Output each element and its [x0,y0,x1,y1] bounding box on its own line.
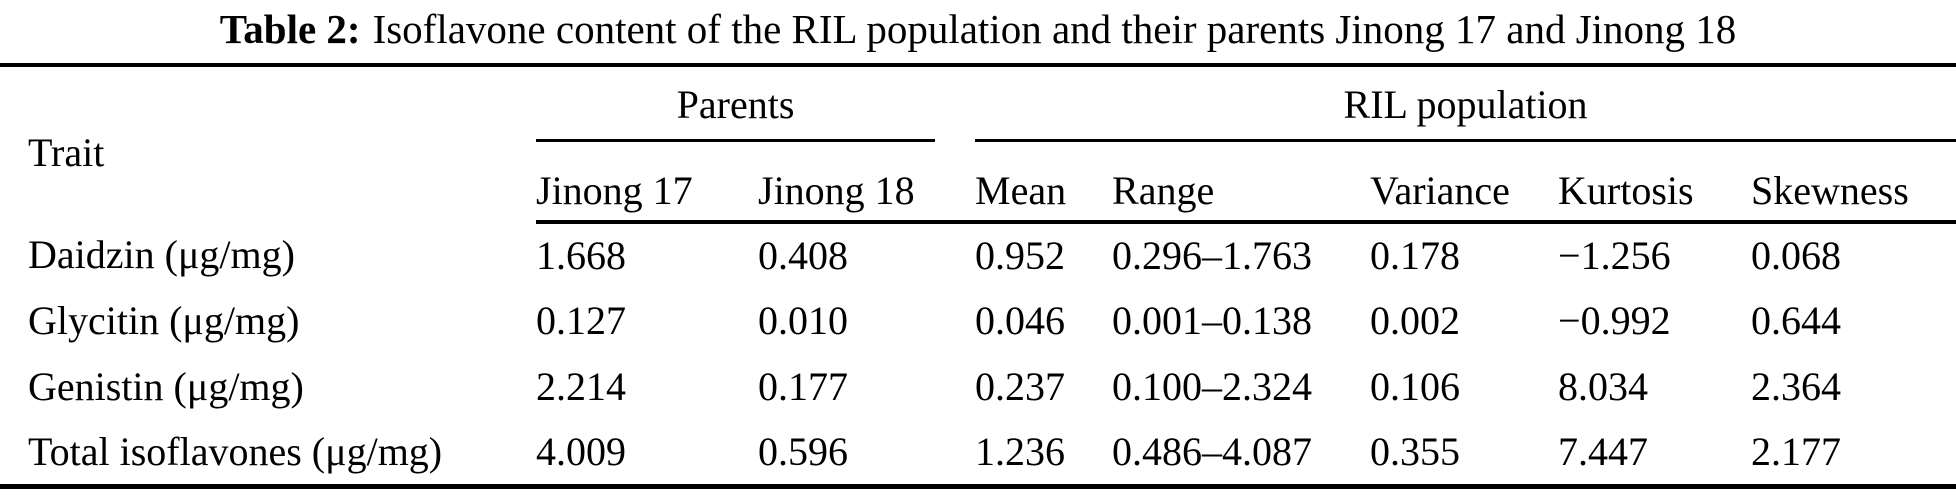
value-cell: 8.034 [1558,364,1649,409]
value-cell: 0.010 [758,298,848,343]
column-header-row: Jinong 17 Jinong 18 Mean Range Variance … [0,142,1956,224]
table-row-total-isoflavones: Total isoflavones (μg/mg) 4.009 0.596 1.… [0,420,1956,489]
parents-spanner-rule [536,139,936,142]
table-caption-label: Table 2: [219,6,361,52]
value-cell: 0.001–0.138 [1112,298,1313,343]
value-cell: −1.256 [1558,233,1671,278]
table-row-daidzin: Daidzin (μg/mg) 1.668 0.408 0.952 0.296–… [0,222,1956,288]
trait-cell: Glycitin (μg/mg) [28,298,300,343]
column-header-trait: Trait [0,63,536,222]
column-header-range: Range [1112,142,1371,224]
value-cell: 7.447 [1558,420,1752,489]
table-row-glycitin: Glycitin (μg/mg) 0.127 0.010 0.046 0.001… [0,288,1956,354]
value-cell: 0.355 [1370,420,1559,489]
column-header-variance: Variance [1370,142,1559,224]
value-cell: 0.952 [975,233,1066,278]
value-cell: 0.106 [1370,364,1461,409]
table-caption: Table 2: Isoflavone content of the RIL po… [0,0,1956,63]
value-cell: 0.068 [1751,233,1842,278]
isoflavone-table: Trait Parents RIL population Jinong 17 J… [0,63,1956,489]
trait-cell: Daidzin (μg/mg) [28,232,295,277]
value-cell: 0.408 [758,233,848,278]
group-header-row: Trait Parents RIL population [0,63,1956,222]
value-cell: 0.486–4.087 [1112,420,1371,489]
table-caption-text: Isoflavone content of the RIL population… [372,6,1737,52]
value-cell: 0.237 [975,364,1066,409]
value-cell: 4.009 [536,420,758,489]
value-cell: 0.178 [1370,233,1461,278]
trait-cell: Genistin (μg/mg) [28,364,304,409]
column-header-jinong18: Jinong 18 [758,142,976,224]
table-row-genistin: Genistin (μg/mg) 2.214 0.177 0.237 0.100… [0,354,1956,420]
group-header-parents-label: Parents [676,81,795,127]
value-cell: 1.668 [536,233,626,278]
value-cell: 2.364 [1751,364,1842,409]
value-cell: −0.992 [1558,298,1671,343]
group-header-parents: Parents [536,63,976,142]
group-header-ril: RIL population [975,63,1956,142]
value-cell: 0.127 [536,298,626,343]
value-cell: 0.002 [1370,298,1461,343]
value-cell: 1.236 [975,420,1113,489]
value-cell: 0.644 [1751,298,1842,343]
column-header-skewness: Skewness [1751,142,1956,224]
value-cell: 0.046 [975,298,1066,343]
value-cell: 0.177 [758,364,848,409]
value-cell: 2.214 [536,364,626,409]
value-cell: 2.177 [1751,420,1956,489]
value-cell: 0.596 [758,420,976,489]
value-cell: 0.296–1.763 [1112,233,1313,278]
column-header-mean: Mean [975,142,1113,224]
trait-cell: Total isoflavones (μg/mg) [0,420,536,489]
column-header-jinong17: Jinong 17 [536,142,758,224]
value-cell: 0.100–2.324 [1112,364,1313,409]
ril-spanner-rule [975,139,1956,142]
group-header-ril-label: RIL population [1343,81,1588,127]
column-header-kurtosis: Kurtosis [1558,142,1752,224]
